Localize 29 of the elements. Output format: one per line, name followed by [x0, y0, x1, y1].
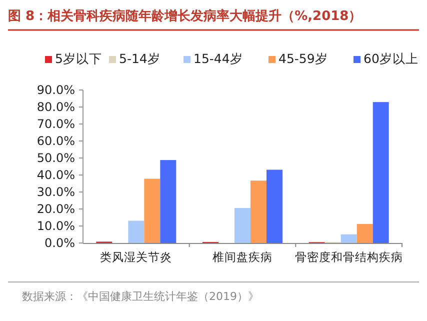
y-tick-label: 60.0%: [36, 134, 75, 148]
legend-label: 5岁以下: [55, 51, 102, 66]
legend-label: 45-59岁: [278, 51, 328, 66]
bar: [266, 170, 282, 243]
bar: [128, 220, 144, 243]
y-tick-label: 70.0%: [36, 117, 75, 132]
bar: [144, 178, 160, 243]
legend-label: 15-44岁: [194, 51, 243, 66]
bar: [340, 234, 357, 243]
y-tick-label: 50.0%: [36, 151, 75, 166]
chart-title: 图 8：相关骨科疾病随年龄增长发病率大幅提升（%,2018）: [8, 8, 362, 24]
y-tick-label: 0.0%: [44, 236, 75, 250]
bar: [250, 180, 266, 243]
x-tick-label: 骨密度和骨结构疾病: [294, 250, 403, 264]
legend-label: 60岁以上: [364, 51, 418, 66]
y-tick-label: 20.0%: [36, 202, 75, 216]
y-tick-label: 80.0%: [36, 100, 75, 114]
bar: [160, 160, 176, 243]
y-tick-label: 40.0%: [36, 168, 75, 182]
legend-label: 5-14岁: [119, 51, 160, 66]
x-tick-label: 类风湿关节炎: [100, 250, 172, 264]
x-tick-label: 椎间盘疾病: [212, 250, 272, 264]
bar: [372, 102, 389, 243]
bar: [356, 224, 373, 243]
source-note: 数据来源：《中国健康卫生统计年鉴（2019）》: [22, 290, 259, 303]
y-tick-label: 10.0%: [36, 219, 75, 234]
y-tick-label: 90.0%: [36, 83, 75, 98]
bar: [234, 208, 250, 243]
y-tick-label: 30.0%: [36, 185, 75, 200]
